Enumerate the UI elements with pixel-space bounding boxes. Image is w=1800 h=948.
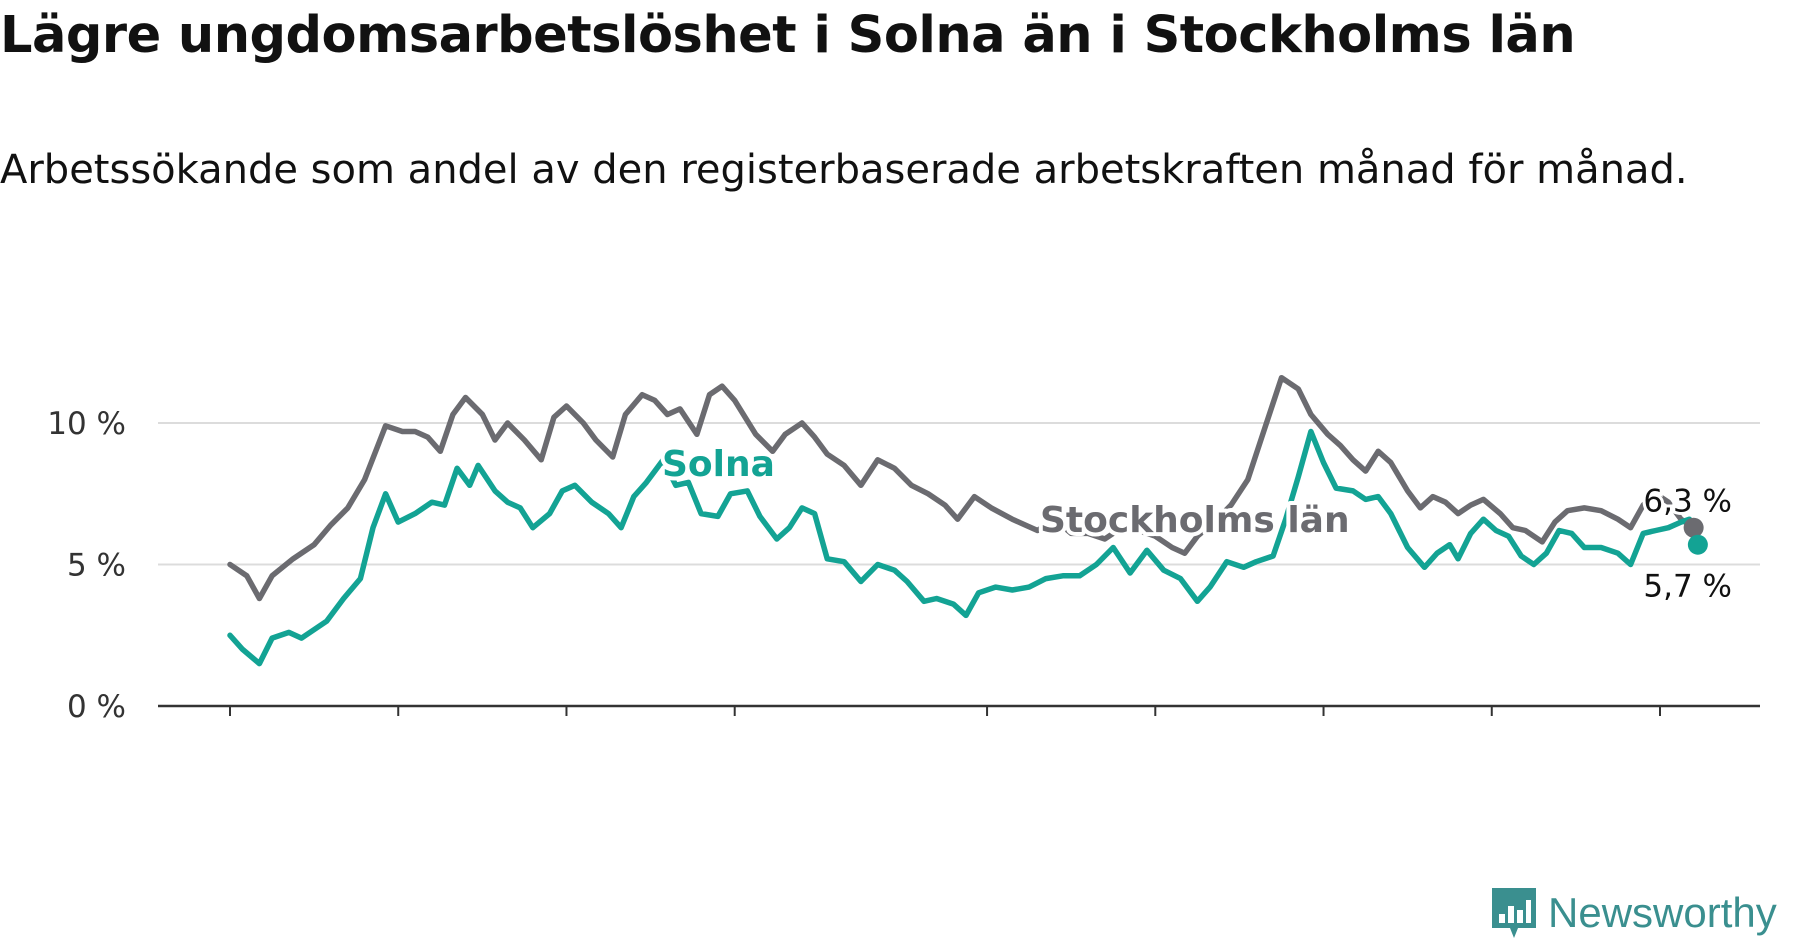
end-value-label: 5,7 % [1643, 569, 1732, 605]
y-tick-label: 10 % [47, 406, 126, 442]
y-tick-label: 5 % [67, 548, 126, 584]
chart-subtitle: Arbetssökande som andel av den registerb… [0, 147, 1688, 193]
end-marker [1687, 534, 1708, 555]
end-marker [1683, 517, 1704, 538]
end-value-label: 6,3 % [1643, 484, 1732, 520]
line-chart: 0 % 5 % 10 % 20082010201220142017201920212… [47, 374, 1760, 720]
series-name-label: Solna [662, 444, 775, 485]
y-tick-label: 0 % [67, 689, 126, 720]
series-labels: Solna Stockholms län 6,3 % 5,7 % [658, 440, 1735, 608]
series-name-label: Stockholms län [1040, 500, 1350, 541]
gridlines [158, 422, 1760, 566]
x-axis: 200820102012201420172019202120232025 [158, 704, 1760, 716]
series-line-stockholms-l-n [227, 374, 1697, 602]
y-axis-ticks: 0 % 5 % 10 % [47, 406, 126, 720]
newsworthy-logo: Newsworthy [1490, 886, 1777, 940]
newsworthy-logo-icon [1492, 888, 1536, 938]
brand-name: Newsworthy [1548, 889, 1777, 936]
chart-title: Lägre ungdomsarbetslöshet i Solna än i S… [0, 6, 1576, 65]
series-lines [227, 374, 1701, 667]
series-line-solna [227, 428, 1701, 667]
